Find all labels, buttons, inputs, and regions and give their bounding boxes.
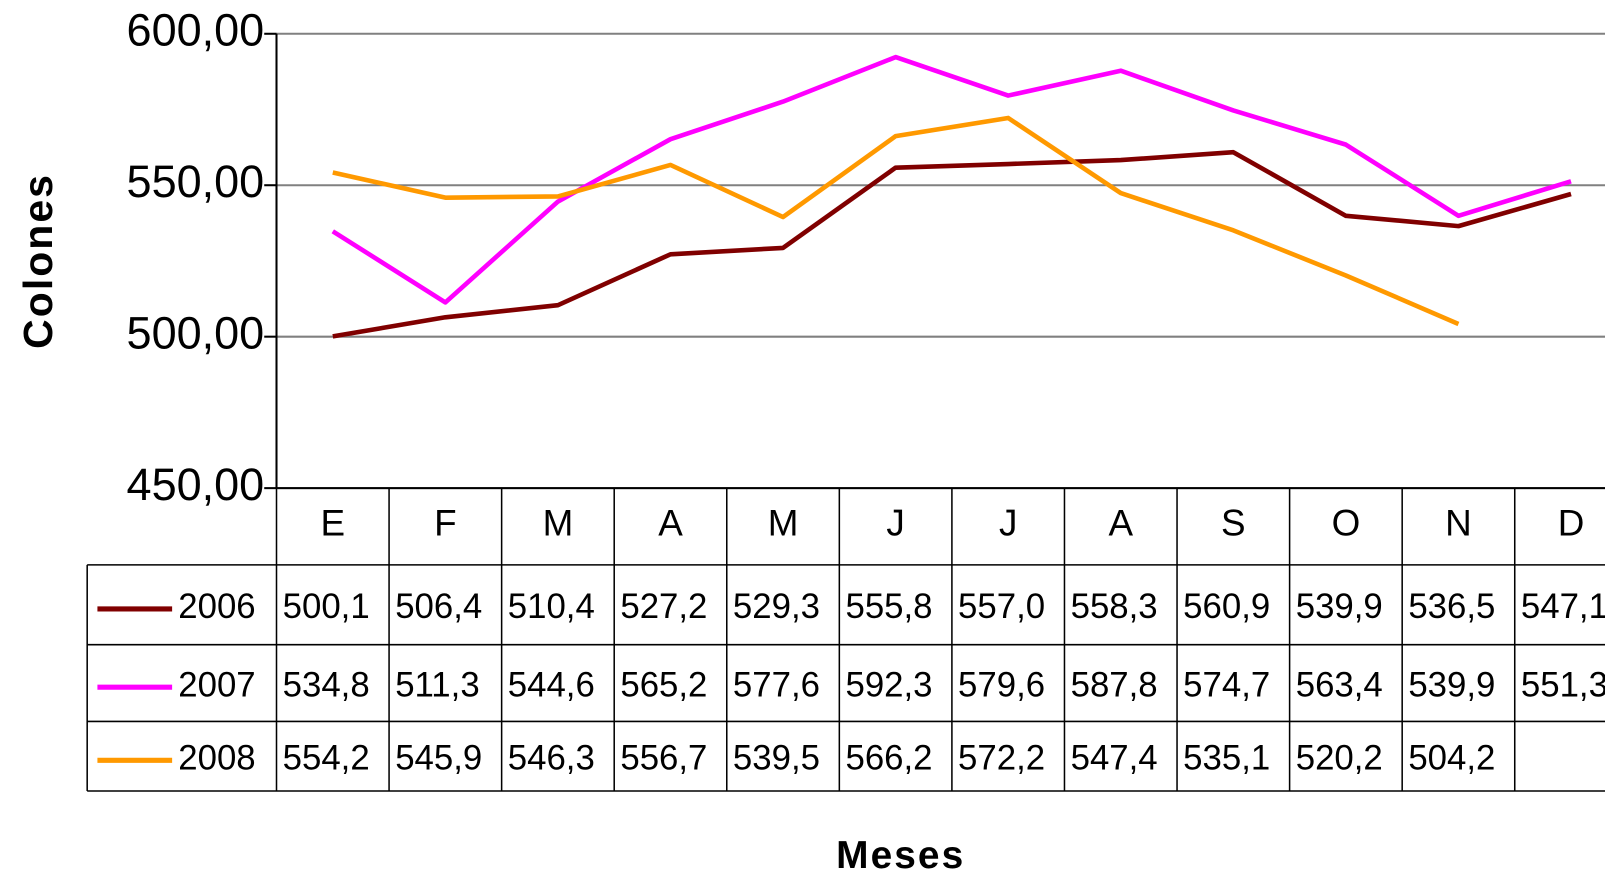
table-cell: 544,6 [508,666,595,704]
y-tick-label: 550,00 [127,156,265,207]
table-cell: 535,1 [1183,740,1270,778]
x-tick-label: M [768,503,799,544]
y-tick-label: 450,00 [127,459,265,510]
table-cell: 557,0 [958,588,1045,626]
table-cell: 506,4 [395,588,482,626]
table-cell: 539,9 [1296,588,1383,626]
table-cell: 510,4 [508,588,595,626]
table-cell: 592,3 [845,666,932,704]
table-cell: 566,2 [845,740,932,778]
x-tick-label: S [1221,503,1246,544]
series-line [332,115,1460,327]
table-cell: 556,7 [620,740,707,778]
table-cell: 572,2 [958,740,1045,778]
legend-label: 2006 [178,588,255,626]
legend-label: 2007 [178,666,255,704]
x-tick-label: A [658,503,683,544]
table-cell: 558,3 [1071,588,1158,626]
x-tick-label: E [320,503,345,544]
table-cell: 546,3 [508,740,595,778]
x-tick-label: J [999,503,1017,544]
y-tick-label: 500,00 [127,308,265,359]
y-axis-title: Colones [15,173,61,349]
table-cell: 554,2 [283,740,370,778]
x-tick-label: D [1558,503,1585,544]
x-tick-label: A [1108,503,1133,544]
table-cell: 555,8 [845,588,932,626]
table-cell: 565,2 [620,666,707,704]
table-cell: 579,6 [958,666,1045,704]
table-cell: 511,3 [395,666,479,704]
x-tick-label: N [1445,503,1472,544]
table-cell: 539,9 [1408,666,1495,704]
table-cell: 500,1 [283,588,370,626]
series-line [332,149,1572,339]
table-cell: 527,2 [620,588,707,626]
table-cell: 551,3 [1521,666,1605,704]
x-tick-label: O [1332,503,1361,544]
table-cell: 545,9 [395,740,482,778]
y-tick-label: 600,00 [127,5,265,56]
table-cell: 504,2 [1408,740,1495,778]
table-cell: 536,5 [1408,588,1495,626]
table-cell: 547,4 [1071,740,1158,778]
x-tick-label: M [543,503,574,544]
x-tick-label: F [434,503,457,544]
table-cell: 534,8 [283,666,370,704]
table-cell: 529,3 [733,588,820,626]
table-cell: 574,7 [1183,666,1270,704]
x-tick-label: J [886,503,904,544]
table-cell: 577,6 [733,666,820,704]
legend-label: 2008 [178,740,255,778]
table-cell: 560,9 [1183,588,1270,626]
series-line [331,54,1572,305]
table-cell: 520,2 [1296,740,1383,778]
table-cell: 547,1 [1521,588,1605,626]
table-cell: 587,8 [1071,666,1158,704]
table-cell: 539,5 [733,740,820,778]
table-cell: 563,4 [1296,666,1383,704]
x-axis-title: Meses [836,834,965,877]
